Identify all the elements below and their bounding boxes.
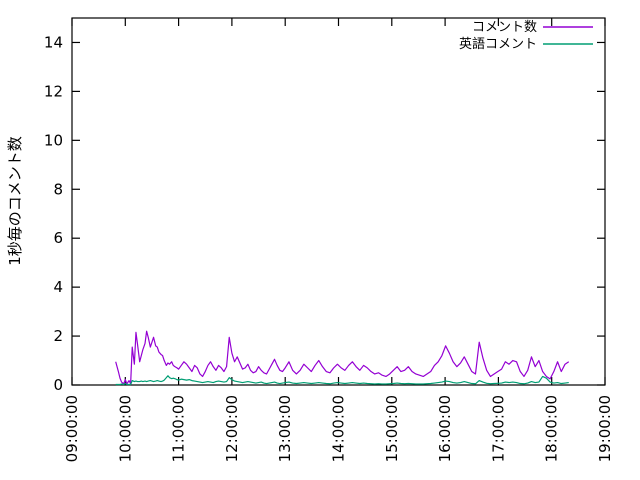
y-tick-label: 14 [44, 33, 63, 51]
legend-label: 英語コメント [459, 36, 537, 52]
y-tick-label: 12 [44, 82, 63, 100]
y-tick-label: 10 [44, 131, 63, 149]
x-tick-label: 18:00:00 [543, 395, 561, 462]
x-tick-label: 12:00:00 [223, 395, 241, 462]
x-tick-label: 11:00:00 [170, 395, 188, 462]
y-axis-title: 1秒毎のコメント数 [6, 136, 24, 266]
y-tick-label: 0 [53, 376, 63, 394]
legend-label: コメント数 [472, 20, 537, 35]
x-tick-label: 15:00:00 [383, 395, 401, 462]
y-tick-label: 6 [53, 229, 63, 247]
x-tick-label: 17:00:00 [489, 395, 507, 462]
series-lines [115, 330, 570, 386]
y-tick-label: 2 [53, 327, 63, 345]
x-tick-label: 10:00:00 [116, 395, 134, 462]
x-tick-label: 13:00:00 [276, 395, 294, 462]
x-tick-label: 14:00:00 [330, 395, 348, 462]
x-axis-tick-labels: 09:00:00 10:00:00 11:00:00 12:00:00 13:00:00… [63, 395, 614, 462]
series-line [115, 375, 569, 386]
series-line [115, 330, 570, 385]
x-tick-label: 09:00:00 [63, 395, 81, 462]
y-axis-tick-labels: 0 2 4 6 8 10 12 14 [44, 33, 63, 394]
y-tick-label: 4 [53, 278, 63, 296]
y-tick-label: 8 [53, 180, 63, 198]
x-tick-label: 16:00:00 [436, 395, 454, 462]
plot-frame [71, 17, 606, 386]
x-tick-label: 19:00:00 [596, 395, 614, 462]
y-axis-ticks [72, 41, 605, 386]
